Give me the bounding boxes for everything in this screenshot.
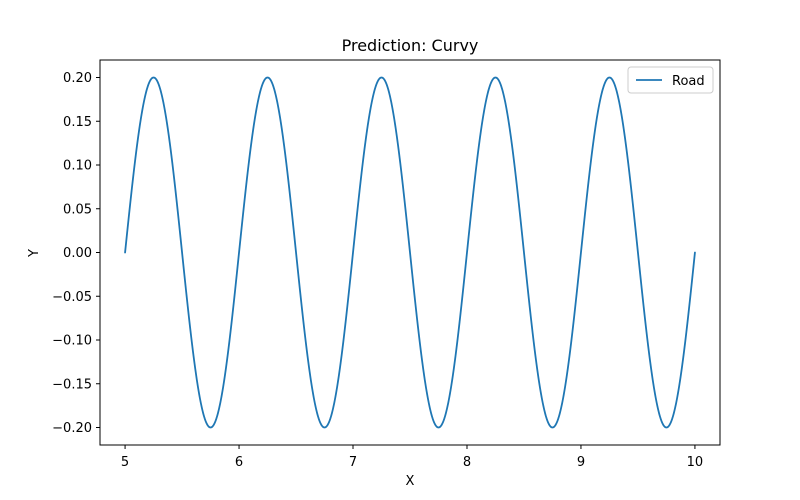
x-tick-label: 9: [577, 455, 585, 470]
y-tick-label: 0.20: [63, 71, 92, 86]
y-axis-label: Y: [27, 249, 42, 258]
plot-area: 5 6 7 8 9 10 −0.20 −0.15 −0.10 −0.05 0.00 0.05 0.10 0…: [52, 59, 721, 470]
chart-title: Prediction: Curvy: [342, 36, 479, 55]
x-tick-label: 10: [687, 455, 704, 470]
y-tick-label: −0.20: [52, 421, 92, 436]
y-tick-label: −0.15: [52, 377, 92, 392]
y-tick-label: 0.00: [63, 246, 92, 261]
x-tick-label: 8: [463, 455, 471, 470]
y-tick-label: −0.10: [52, 334, 92, 349]
y-tick-label: 0.05: [63, 202, 92, 217]
x-tick-label: 5: [121, 455, 129, 470]
x-axis-label: X: [406, 474, 415, 489]
legend-label: Road: [672, 74, 705, 89]
x-tick-label: 6: [235, 455, 243, 470]
x-tick-label: 7: [349, 455, 357, 470]
legend-box: [627, 66, 714, 94]
y-tick-label: 0.15: [63, 115, 92, 130]
y-tick-label: 0.10: [63, 159, 92, 174]
y-tick-label: −0.05: [52, 290, 92, 305]
series-line-road: [124, 76, 696, 429]
